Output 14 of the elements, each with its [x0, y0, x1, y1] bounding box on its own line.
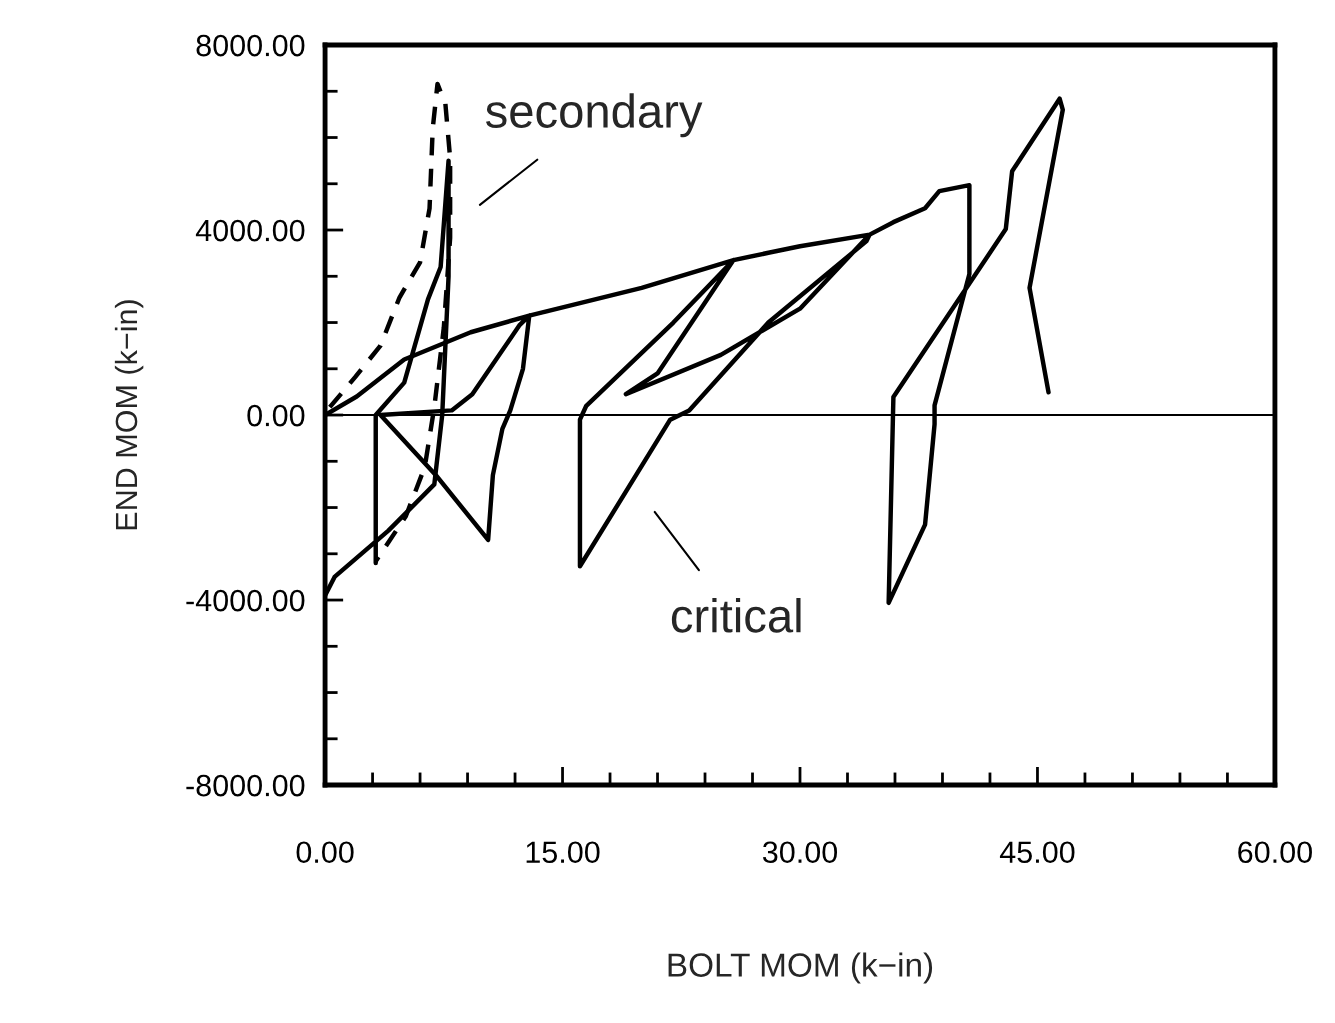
y-tick-label: 4000.00	[195, 219, 305, 242]
x-tick-label: 15.00	[526, 841, 600, 864]
x-tick-label: 30.00	[762, 841, 838, 864]
y-tick-label: -8000.00	[186, 774, 305, 797]
x-axis-title: BOLT MOM (k−in)	[668, 952, 933, 984]
x-tick-label: 45.00	[999, 841, 1075, 864]
annotation: secondary	[485, 93, 703, 138]
x-tick-label: 0.00	[296, 841, 354, 864]
y-tick-label: 0.00	[247, 404, 305, 427]
x-tick-label: 60.00	[1238, 841, 1312, 864]
y-tick-label: 8000.00	[196, 34, 305, 57]
annotation: critical	[671, 598, 801, 633]
y-axis-title: END MOM (k−in)	[114, 300, 144, 530]
y-tick-label: -4000.00	[186, 589, 305, 612]
